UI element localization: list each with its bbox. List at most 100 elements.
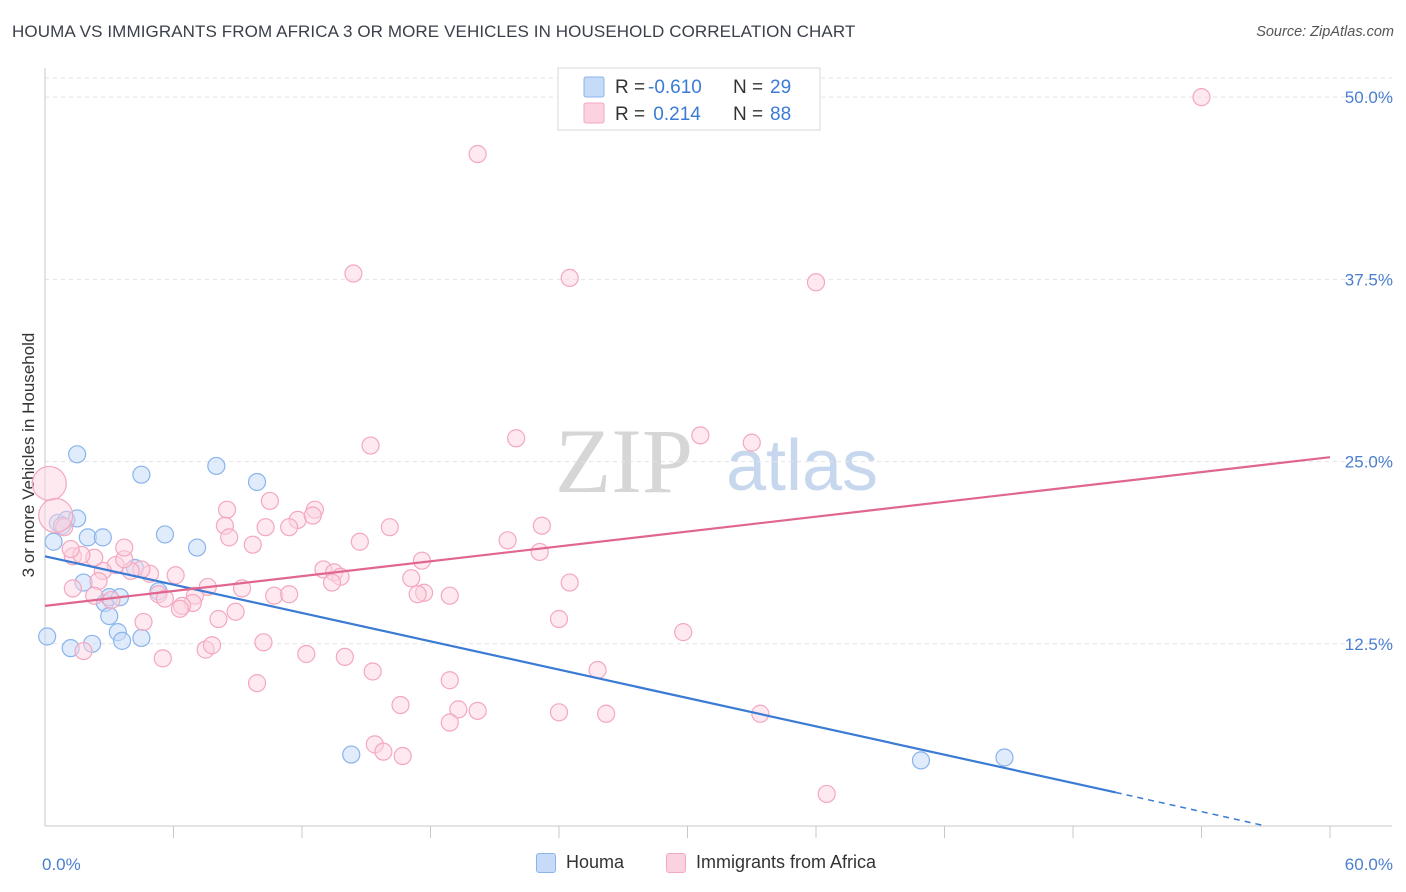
africa-point: [102, 590, 121, 610]
y-tick-label: 25.0%: [1345, 453, 1393, 472]
africa-point: [350, 532, 369, 551]
africa-point: [226, 602, 245, 621]
houma-point: [38, 627, 57, 646]
africa-point: [217, 500, 237, 519]
africa-point: [806, 273, 826, 292]
africa-point: [155, 589, 175, 608]
africa-point: [507, 429, 526, 448]
legend-r-label-africa: R =: [615, 104, 645, 125]
africa-point: [361, 436, 380, 455]
legend-n-value-houma: 29: [770, 77, 791, 98]
africa-point: [402, 569, 421, 588]
africa-point: [115, 538, 134, 557]
africa-point: [260, 491, 279, 511]
africa-point: [549, 703, 569, 722]
africa-point: [440, 586, 459, 605]
legend-swatch-africa: [583, 102, 605, 124]
legend-item-africa: Immigrants from Africa: [666, 852, 876, 873]
africa-point: [498, 531, 517, 550]
houma-point: [207, 456, 226, 476]
axes: [44, 68, 1392, 838]
africa-point: [335, 647, 354, 667]
houma-point: [68, 445, 87, 464]
africa-point: [363, 662, 382, 681]
africa-point: [597, 704, 616, 723]
houma-point: [187, 538, 207, 557]
africa-point: [61, 539, 80, 559]
legend-n-value-africa: 88: [770, 104, 791, 125]
africa-point: [393, 746, 412, 766]
y-axis-label: 3 or more Vehicles in Household: [19, 333, 38, 578]
africa-point: [254, 633, 273, 652]
africa-point: [440, 671, 459, 690]
africa-point: [303, 506, 322, 525]
africa-point: [691, 426, 710, 445]
africa-point: [674, 623, 693, 642]
legend-r-value-africa: 0.214: [648, 104, 701, 125]
africa-point: [280, 518, 299, 537]
watermark-zip: ZIP: [555, 410, 693, 512]
africa-point: [63, 579, 82, 598]
houma-point: [44, 532, 63, 551]
trend-lines: [44, 456, 1331, 827]
legend-label-houma: Houma: [566, 852, 625, 872]
legend-n-label-africa: N =: [733, 104, 763, 125]
africa-point: [440, 713, 459, 732]
legend-item-houma: Houma: [536, 852, 624, 873]
houma-point: [100, 606, 119, 626]
y-tick-labels: 12.5% 25.0% 37.5% 50.0%: [1345, 88, 1393, 654]
source-credit: Source: ZipAtlas.com: [1256, 24, 1394, 40]
x-tick-label-min: 0.0%: [42, 855, 81, 874]
chart-title: HOUMA VS IMMIGRANTS FROM AFRICA 3 OR MOR…: [12, 22, 856, 41]
africa-point: [742, 433, 761, 452]
africa-point: [560, 268, 579, 288]
y-tick-label: 50.0%: [1345, 88, 1393, 107]
legend-top: R = -0.610 N = 29 R = 0.214 N = 88: [557, 67, 821, 131]
africa-point-large: [31, 465, 67, 502]
houma-point: [995, 748, 1014, 767]
africa-point: [374, 742, 393, 761]
legend-r-label-houma: R =: [615, 77, 645, 98]
legend-swatch-africa: [666, 852, 686, 873]
africa-point-large: [38, 497, 74, 534]
africa-point: [380, 518, 399, 537]
x-tick-label-max: 60.0%: [1345, 855, 1393, 874]
africa-point: [532, 516, 551, 535]
legend-bottom: Houma Immigrants from Africa: [0, 852, 1406, 878]
y-tick-label: 12.5%: [1345, 635, 1393, 654]
houma-point: [132, 465, 151, 484]
africa-point: [530, 542, 549, 562]
africa-point: [344, 264, 363, 283]
africa-trend-line: [44, 456, 1331, 607]
watermark: ZIP atlas: [555, 410, 878, 512]
legend-r-value-houma: -0.610: [648, 77, 702, 98]
africa-point: [408, 585, 427, 604]
africa-point: [153, 649, 172, 668]
africa-point: [817, 784, 836, 804]
grid-lines: [45, 77, 1392, 645]
africa-point: [560, 573, 579, 592]
africa-point: [322, 573, 342, 592]
houma-point: [112, 631, 132, 650]
africa-point: [220, 528, 239, 547]
africa-point: [256, 518, 275, 537]
africa-point: [74, 641, 93, 661]
africa-point: [297, 644, 316, 664]
houma-point: [911, 751, 931, 770]
africa-point: [280, 585, 299, 604]
legend-n-label-houma: N =: [733, 77, 763, 98]
x-tick-labels: 0.0% 60.0%: [42, 855, 1393, 874]
africa-point: [243, 535, 262, 554]
houma-trend-extension: [1115, 791, 1266, 827]
houma-trend-line: [44, 555, 1117, 794]
y-tick-label: 37.5%: [1345, 270, 1393, 289]
africa-point: [134, 612, 153, 632]
africa-point: [202, 636, 222, 655]
africa-point: [468, 701, 487, 720]
data-points: [31, 88, 1211, 804]
africa-point: [209, 609, 228, 629]
africa-point: [170, 599, 190, 618]
houma-point: [155, 525, 175, 544]
africa-point: [166, 566, 185, 585]
